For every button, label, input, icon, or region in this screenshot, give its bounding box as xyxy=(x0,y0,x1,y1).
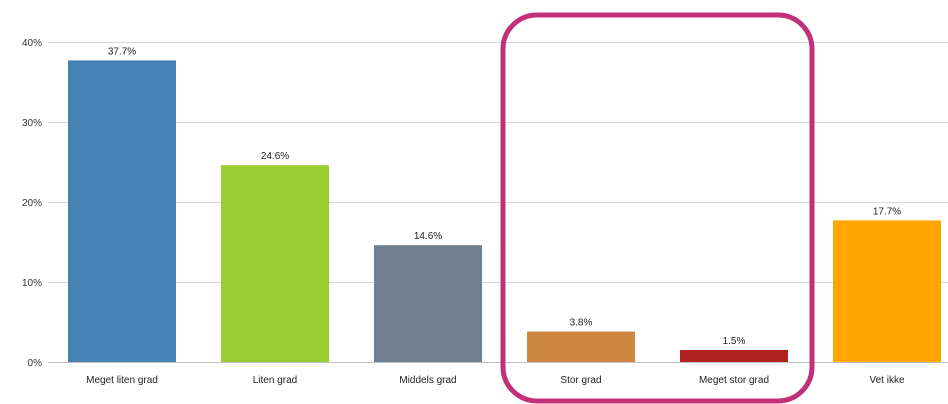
category-label: Meget stor grad xyxy=(699,375,769,386)
bar-meget-stor-grad xyxy=(680,350,788,362)
category-label: Stor grad xyxy=(560,375,601,386)
category-label: Liten grad xyxy=(253,375,297,386)
bars xyxy=(68,60,941,363)
category-label: Meget liten grad xyxy=(86,375,158,386)
y-tick-label: 40% xyxy=(22,38,42,49)
category-label: Middels grad xyxy=(399,375,456,386)
data-label: 3.8% xyxy=(570,318,593,329)
bar-middels-grad xyxy=(374,245,482,362)
category-labels: Meget liten grad Liten grad Middels grad St… xyxy=(86,375,905,386)
data-labels: 37.7% 24.6% 14.6% 3.8% 1.5% 17.7% xyxy=(108,46,901,347)
y-tick-label: 0% xyxy=(28,358,43,369)
y-tick-label: 20% xyxy=(22,198,42,209)
data-label: 14.6% xyxy=(414,231,442,242)
y-tick-label: 10% xyxy=(22,278,42,289)
bar-stor-grad xyxy=(527,331,635,362)
bar-liten-grad xyxy=(221,165,329,362)
y-axis-tick-labels: 0% 10% 20% 30% 40% xyxy=(22,38,42,369)
category-label: Vet ikke xyxy=(869,375,904,386)
bar-meget-liten-grad xyxy=(68,60,176,363)
y-tick-label: 30% xyxy=(22,118,42,129)
data-label: 17.7% xyxy=(873,206,901,217)
bar-vet-ikke xyxy=(833,220,941,362)
data-label: 37.7% xyxy=(108,46,136,57)
data-label: 1.5% xyxy=(723,336,746,347)
highlight-rounded-frame xyxy=(500,12,815,404)
gridlines xyxy=(48,42,948,363)
highlight-frame xyxy=(500,12,815,404)
data-label: 24.6% xyxy=(261,151,289,162)
